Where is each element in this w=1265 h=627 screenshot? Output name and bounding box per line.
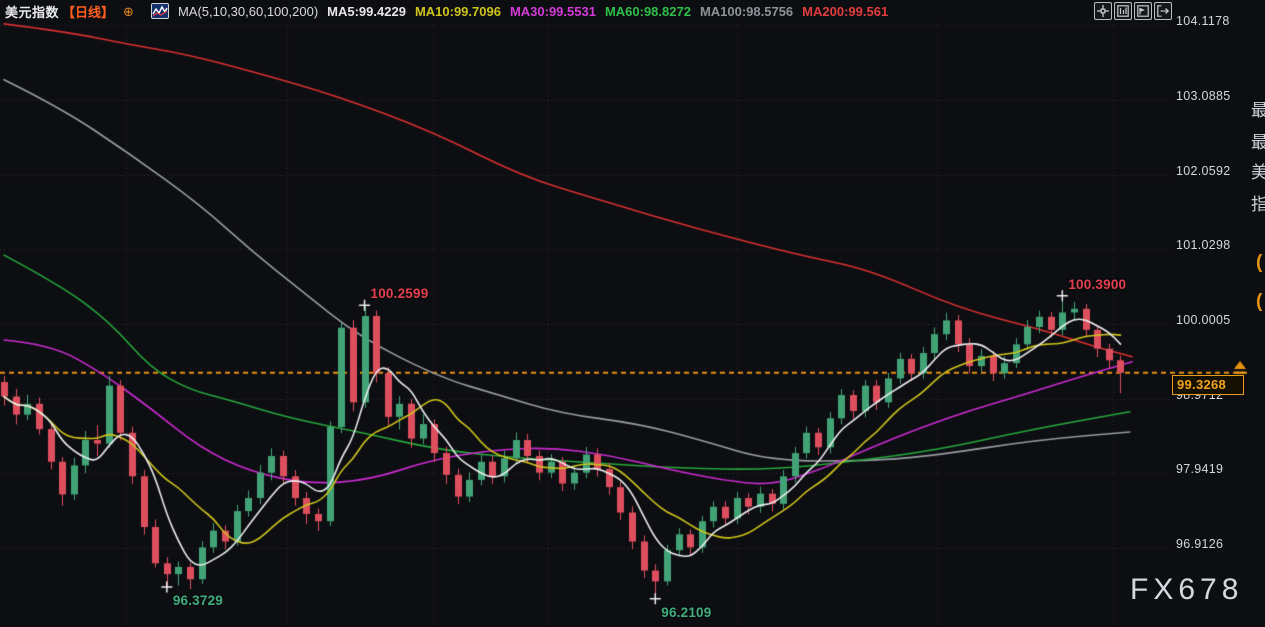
axis-price-label: 100.0005	[1176, 313, 1231, 327]
axis-price-label: 102.0592	[1176, 163, 1231, 178]
clipped-paren: (	[1256, 291, 1263, 312]
chart-toolbar	[1094, 2, 1172, 20]
ma100-value: MA100:98.5756	[699, 3, 794, 19]
axis-price-label: 97.9419	[1176, 462, 1224, 477]
indicator-panel-icon[interactable]	[1134, 2, 1152, 20]
symbol-name: 美元指数	[5, 4, 60, 20]
ma30-value: MA30:99.5531	[509, 3, 596, 19]
chart-header: 美元指数 【日线】 ⊕ MA(5,10,30,60,100,200) MA5:9…	[5, 1, 888, 21]
clipped-text: 美	[1251, 163, 1265, 182]
ma10-value: MA10:99.7096	[414, 3, 501, 19]
axis-price-label: 104.1178	[1176, 14, 1230, 29]
ma200-value: MA200:99.561	[802, 3, 889, 19]
price-annotation: 96.2109	[661, 604, 712, 620]
clipped-text: 最	[1251, 133, 1265, 152]
clipped-text: 最	[1251, 101, 1265, 120]
expand-circle-icon[interactable]: ⊕	[123, 3, 134, 19]
chart-type-icon[interactable]	[1114, 2, 1132, 20]
price-annotation: 96.3729	[172, 593, 224, 608]
price-annotation: 100.3900	[1068, 276, 1127, 292]
current-price-tag: 99.3268	[1172, 374, 1244, 395]
fx678-watermark: FX678	[1130, 573, 1244, 606]
clipped-text: 指	[1251, 195, 1265, 214]
ma5-value: MA5:99.4229	[327, 3, 406, 19]
mini-chart-icon[interactable]	[150, 3, 169, 19]
ma-group-label: MA(5,10,30,60,100,200)	[177, 3, 319, 19]
exit-chart-icon[interactable]	[1154, 2, 1172, 20]
timeframe-label[interactable]: 【日线】	[62, 4, 115, 20]
axis-price-label: 103.0885	[1176, 89, 1231, 104]
clipped-paren: (	[1256, 252, 1263, 273]
axis-price-label: 101.0298	[1176, 238, 1231, 253]
ma60-value: MA60:98.8272	[604, 3, 691, 19]
axis-price-label: 96.9126	[1176, 536, 1224, 551]
price-annotation: 100.2599	[370, 286, 429, 302]
crosshair-icon[interactable]	[1094, 2, 1112, 20]
